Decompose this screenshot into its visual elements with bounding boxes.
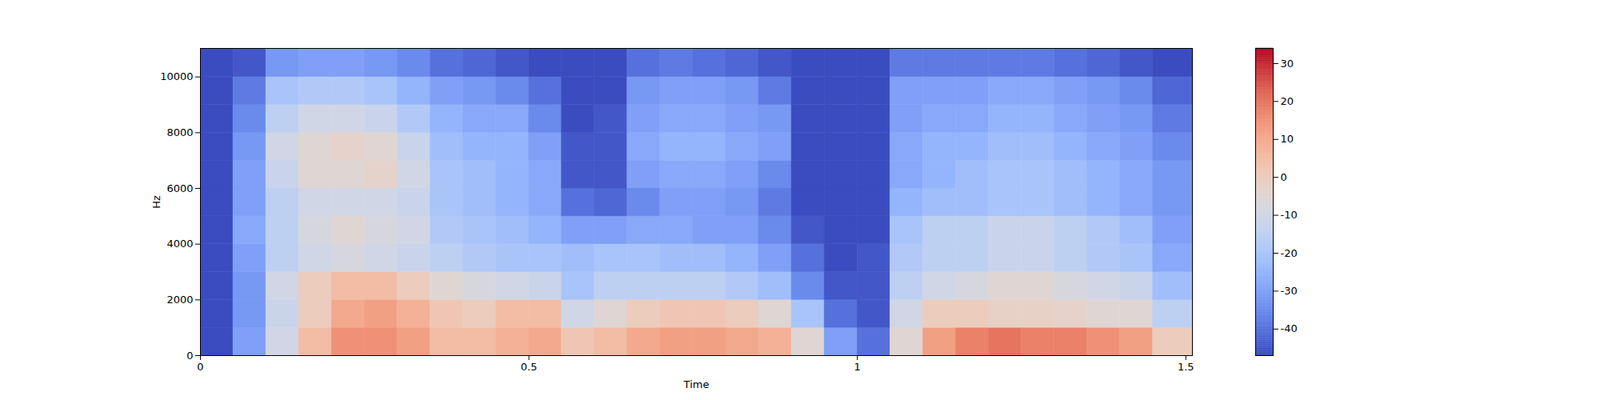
svg-text:0.5: 0.5 [520, 360, 538, 373]
svg-text:0: 0 [1280, 171, 1288, 184]
svg-text:0: 0 [196, 360, 204, 373]
svg-text:20: 20 [1280, 95, 1295, 108]
svg-text:2000: 2000 [166, 293, 193, 306]
svg-text:0: 0 [186, 349, 193, 362]
svg-text:-10: -10 [1280, 208, 1298, 221]
svg-text:1: 1 [854, 360, 861, 373]
svg-text:8000: 8000 [166, 126, 193, 139]
svg-text:6000: 6000 [166, 182, 193, 195]
svg-text:Time: Time [683, 378, 710, 391]
svg-text:10000: 10000 [160, 70, 193, 83]
svg-text:1.5: 1.5 [1177, 360, 1195, 373]
svg-text:4000: 4000 [166, 237, 193, 250]
svg-text:30: 30 [1280, 57, 1295, 70]
svg-text:-40: -40 [1280, 322, 1298, 335]
svg-text:-30: -30 [1280, 284, 1298, 297]
svg-text:-20: -20 [1280, 247, 1298, 260]
svg-text:Hz: Hz [150, 195, 163, 209]
svg-text:10: 10 [1280, 132, 1295, 145]
